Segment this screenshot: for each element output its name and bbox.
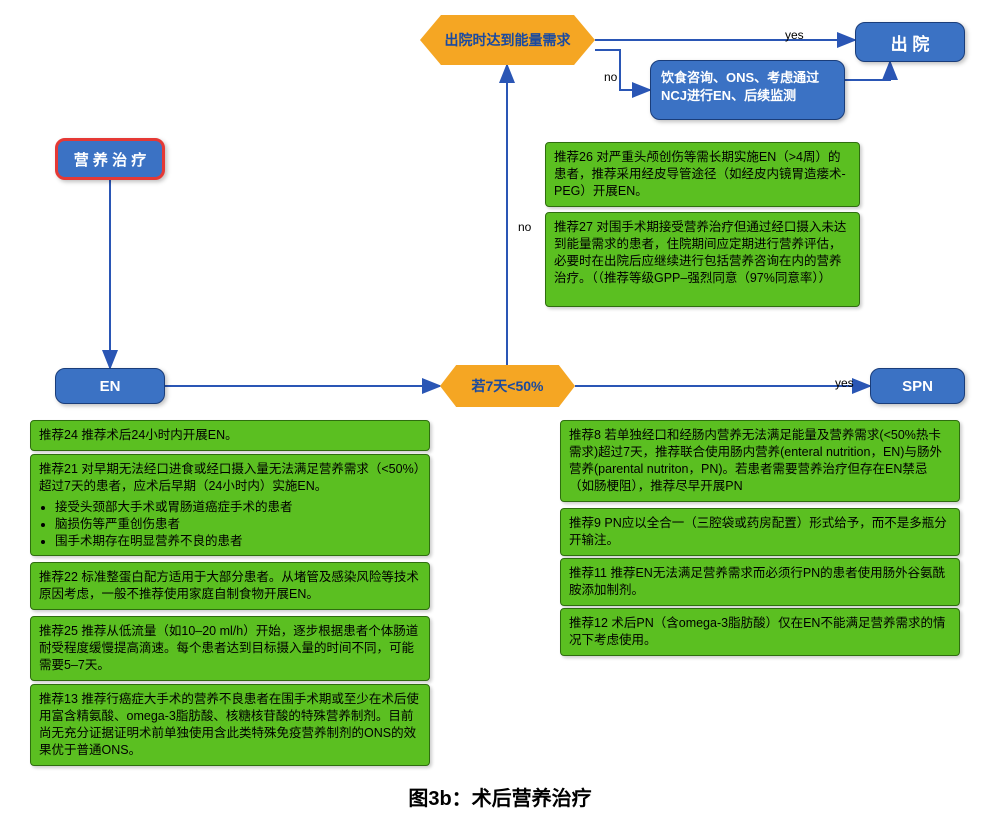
blue-info-node: 饮食咨询、ONS、考虑通过NCJ进行EN、后续监测 (650, 60, 845, 120)
edge-label-no-5: no (604, 70, 617, 84)
greenbox-text: 推荐12 术后PN（含omega-3脂肪酸）仅在EN不能满足营养需求的情况下考虑… (569, 616, 945, 647)
caption-text: 图3b：术后营养治疗 (408, 788, 591, 810)
edge-label-yes-4: yes (785, 28, 804, 42)
figure-caption: 图3b：术后营养治疗 (0, 782, 1000, 811)
greenbox-text: 推荐8 若单独经口和经肠内营养无法满足能量及营养需求(<50%热卡需求)超过7天… (569, 428, 942, 493)
edge-label-no-3: no (518, 220, 531, 234)
greenbox-g13: 推荐13 推荐行癌症大手术的营养不良患者在围手术期或至少在术后使用富含精氨酸、o… (30, 684, 430, 766)
greenbox-g24: 推荐24 推荐术后24小时内开展EN。 (30, 420, 430, 451)
start-label: 营 养 治 疗 (74, 149, 147, 170)
discharge-label: 出 院 (891, 30, 930, 55)
hex-energy-label: 出院时达到能量需求 (445, 30, 571, 50)
greenbox-bullet: 接受头颈部大手术或胃肠道癌症手术的患者 (55, 499, 421, 516)
greenbox-g12: 推荐12 术后PN（含omega-3脂肪酸）仅在EN不能满足营养需求的情况下考虑… (560, 608, 960, 656)
spn-label: SPN (902, 378, 933, 395)
discharge-node: 出 院 (855, 22, 965, 62)
greenbox-bullets: 接受头颈部大手术或胃肠道癌症手术的患者脑损伤等严重创伤患者围手术期存在明显营养不… (55, 499, 421, 550)
start-node: 营 养 治 疗 (55, 138, 165, 180)
greenbox-g21: 推荐21 对早期无法经口进食或经口摄入量无法满足营养需求（<50%）超过7天的患… (30, 454, 430, 556)
greenbox-text: 推荐11 推荐EN无法满足营养需求而必须行PN的患者使用肠外谷氨酰胺添加制剂。 (569, 566, 945, 597)
hex-7day-node: 若7天<50% (440, 365, 575, 407)
edge-blue_info-discharge (845, 62, 890, 80)
en-label: EN (100, 378, 121, 395)
greenbox-g25: 推荐25 推荐从低流量（如10–20 ml/h）开始，逐步根据患者个体肠道耐受程… (30, 616, 430, 681)
greenbox-g11: 推荐11 推荐EN无法满足营养需求而必须行PN的患者使用肠外谷氨酰胺添加制剂。 (560, 558, 960, 606)
greenbox-g8: 推荐8 若单独经口和经肠内营养无法满足能量及营养需求(<50%热卡需求)超过7天… (560, 420, 960, 502)
greenbox-bullet: 脑损伤等严重创伤患者 (55, 516, 421, 533)
en-node: EN (55, 368, 165, 404)
flowchart-canvas: 营 养 治 疗 EN SPN 出 院 出院时达到能量需求 若7天<50% 饮食咨… (0, 0, 1000, 819)
greenbox-text: 推荐27 对围手术期接受营养治疗但通过经口摄入未达到能量需求的患者，住院期间应定… (554, 220, 846, 285)
greenbox-g27: 推荐27 对围手术期接受营养治疗但通过经口摄入未达到能量需求的患者，住院期间应定… (545, 212, 860, 307)
blue-info-label: 饮食咨询、ONS、考虑通过NCJ进行EN、后续监测 (661, 70, 819, 103)
greenbox-text: 推荐21 对早期无法经口进食或经口摄入量无法满足营养需求（<50%）超过7天的患… (39, 462, 420, 493)
greenbox-text: 推荐9 PN应以全合一（三腔袋或药房配置）形式给予，而不是多瓶分开输注。 (569, 516, 947, 547)
greenbox-bullet: 围手术期存在明显营养不良的患者 (55, 533, 421, 550)
greenbox-text: 推荐24 推荐术后24小时内开展EN。 (39, 428, 238, 442)
greenbox-g9: 推荐9 PN应以全合一（三腔袋或药房配置）形式给予，而不是多瓶分开输注。 (560, 508, 960, 556)
hex-7day-label: 若7天<50% (472, 376, 544, 396)
spn-node: SPN (870, 368, 965, 404)
greenbox-g22: 推荐22 标准整蛋白配方适用于大部分患者。从堵管及感染风险等技术原因考虑，一般不… (30, 562, 430, 610)
greenbox-text: 推荐22 标准整蛋白配方适用于大部分患者。从堵管及感染风险等技术原因考虑，一般不… (39, 570, 419, 601)
edge-label-yes-2: yes (835, 376, 854, 390)
greenbox-text: 推荐13 推荐行癌症大手术的营养不良患者在围手术期或至少在术后使用富含精氨酸、o… (39, 692, 419, 757)
greenbox-text: 推荐25 推荐从低流量（如10–20 ml/h）开始，逐步根据患者个体肠道耐受程… (39, 624, 418, 672)
hex-energy-node: 出院时达到能量需求 (420, 15, 595, 65)
greenbox-g26: 推荐26 对严重头颅创伤等需长期实施EN（>4周）的患者，推荐采用经皮导管途径（… (545, 142, 860, 207)
greenbox-text: 推荐26 对严重头颅创伤等需长期实施EN（>4周）的患者，推荐采用经皮导管途径（… (554, 150, 846, 198)
